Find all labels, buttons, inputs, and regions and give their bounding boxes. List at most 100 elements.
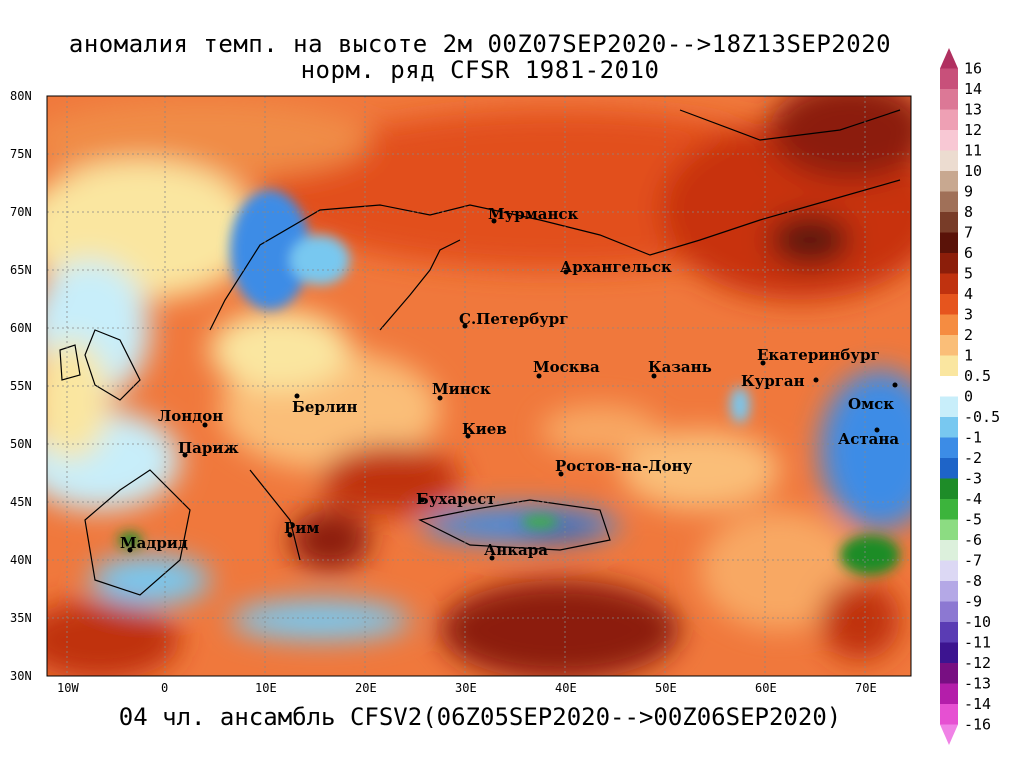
colorbar-swatch xyxy=(940,622,958,643)
city-label-arkhangelsk: Архангельск xyxy=(560,258,672,276)
colorbar-label: -0.5 xyxy=(964,408,1000,426)
lat-label: 35N xyxy=(10,611,32,625)
colorbar-label: -11 xyxy=(964,634,991,652)
city-label-kiev: Киев xyxy=(462,420,507,438)
lat-label: 30N xyxy=(10,669,32,683)
lat-label: 80N xyxy=(10,89,32,103)
colorbar-label: 10 xyxy=(964,162,982,180)
colorbar-swatch xyxy=(940,294,958,315)
map-title-line1: аномалия темп. на высоте 2м 00Z07SEP2020… xyxy=(68,30,892,58)
lon-label: 60E xyxy=(755,681,777,695)
colorbar-label: 4 xyxy=(964,285,973,303)
colorbar-label: -3 xyxy=(964,470,982,488)
colorbar-swatch xyxy=(940,642,958,663)
colorbar-label: 5 xyxy=(964,265,973,283)
colorbar-label: 9 xyxy=(964,183,973,201)
colorbar-label: 11 xyxy=(964,142,982,160)
ensemble-caption: 04 чл. ансамбль CFSV2(06Z05SEP2020-->00Z… xyxy=(118,703,842,731)
city-label-rostov: Ростов-на-Дону xyxy=(555,457,693,475)
colorbar-label: 1 xyxy=(964,347,973,365)
colorbar-label: -14 xyxy=(964,695,991,713)
colorbar-swatch xyxy=(940,109,958,130)
colorbar-swatch xyxy=(940,437,958,458)
lon-label: 50E xyxy=(655,681,677,695)
graticule xyxy=(47,96,911,676)
lat-label: 40N xyxy=(10,553,32,567)
city-label-rome: Рим xyxy=(284,519,319,537)
lon-label: 10E xyxy=(255,681,277,695)
latitude-labels: 80N 75N 70N 65N 60N 55N 50N 45N 40N 35N … xyxy=(10,89,32,683)
colorbar-swatch xyxy=(940,499,958,520)
anomaly-field xyxy=(47,96,911,676)
colorbar-label: 0.5 xyxy=(964,367,991,385)
colorbar-swatch xyxy=(940,314,958,335)
colorbar-swatch xyxy=(940,171,958,192)
lat-label: 70N xyxy=(10,205,32,219)
colorbar-label: -2 xyxy=(964,449,982,467)
lon-label: 20E xyxy=(355,681,377,695)
city-label-kurgan: Курган xyxy=(741,372,805,390)
city-label-ankara: Анкара xyxy=(484,541,548,559)
colorbar-label: -5 xyxy=(964,511,982,529)
lat-label: 65N xyxy=(10,263,32,277)
colorbar-swatch xyxy=(940,581,958,602)
colorbar-swatch xyxy=(940,89,958,110)
city-label-murmansk: Мурманск xyxy=(488,205,579,223)
lat-label: 50N xyxy=(10,437,32,451)
city-markers: Мурманск Архангельск С.Петербург Москва … xyxy=(120,205,899,561)
colorbar-label: -6 xyxy=(964,531,982,549)
lat-label: 75N xyxy=(10,147,32,161)
colorbar-swatch xyxy=(940,417,958,438)
colorbar-label: 13 xyxy=(964,101,982,119)
map-title-line2: норм. ряд CFSR 1981-2010 xyxy=(300,56,660,84)
colorbar: 16 14 13 12 11 10 9 8 7 6 5 4 3 2 1 0.5 0 -0.5 -1 -2 -3 -4 -5 -… xyxy=(940,48,1000,745)
lon-label: 70E xyxy=(855,681,877,695)
city-label-paris: Париж xyxy=(178,439,239,457)
city-label-astana: Астана xyxy=(838,430,899,448)
colorbar-swatch xyxy=(940,560,958,581)
colorbar-swatch xyxy=(940,232,958,253)
city-label-moscow: Москва xyxy=(533,358,600,376)
colorbar-swatch xyxy=(940,150,958,171)
city-label-spb: С.Петербург xyxy=(459,310,568,328)
colorbar-swatch xyxy=(940,273,958,294)
colorbar-swatch xyxy=(940,48,958,69)
coastlines xyxy=(59,109,901,596)
colorbar-label: -4 xyxy=(964,490,982,508)
colorbar-label: 6 xyxy=(964,244,973,262)
colorbar-swatch xyxy=(940,253,958,274)
colorbar-label: 2 xyxy=(964,326,973,344)
colorbar-swatch xyxy=(940,376,958,397)
colorbar-label: 3 xyxy=(964,306,973,324)
lon-label: 0 xyxy=(161,681,168,695)
city-label-bucharest: Бухарест xyxy=(416,490,496,508)
city-label-madrid: Мадрид xyxy=(120,534,188,552)
colorbar-swatch xyxy=(940,663,958,684)
city-label-ekaterinburg: Екатеринбург xyxy=(757,346,880,364)
colorbar-swatch xyxy=(940,396,958,417)
colorbar-label: -10 xyxy=(964,613,991,631)
lon-label: 10W xyxy=(57,681,79,695)
colorbar-label: 14 xyxy=(964,80,982,98)
colorbar-swatch xyxy=(940,191,958,212)
lon-label: 40E xyxy=(555,681,577,695)
colorbar-label: -1 xyxy=(964,429,982,447)
colorbar-swatch xyxy=(940,683,958,704)
colorbar-label: -12 xyxy=(964,654,991,672)
colorbar-swatch xyxy=(940,601,958,622)
city-label-omsk: Омск xyxy=(848,395,894,413)
colorbar-label: 7 xyxy=(964,224,973,242)
colorbar-label: 0 xyxy=(964,388,973,406)
colorbar-label: 16 xyxy=(964,60,982,78)
colorbar-swatch xyxy=(940,212,958,233)
colorbar-swatch xyxy=(940,724,958,745)
colorbar-swatch xyxy=(940,130,958,151)
city-label-berlin: Берлин xyxy=(292,398,358,416)
longitude-labels: 10W 0 10E 20E 30E 40E 50E 60E 70E xyxy=(57,681,877,695)
colorbar-label: -9 xyxy=(964,593,982,611)
colorbar-label: -7 xyxy=(964,552,982,570)
lat-label: 45N xyxy=(10,495,32,509)
city-label-minsk: Минск xyxy=(432,380,491,398)
colorbar-label: 8 xyxy=(964,203,973,221)
